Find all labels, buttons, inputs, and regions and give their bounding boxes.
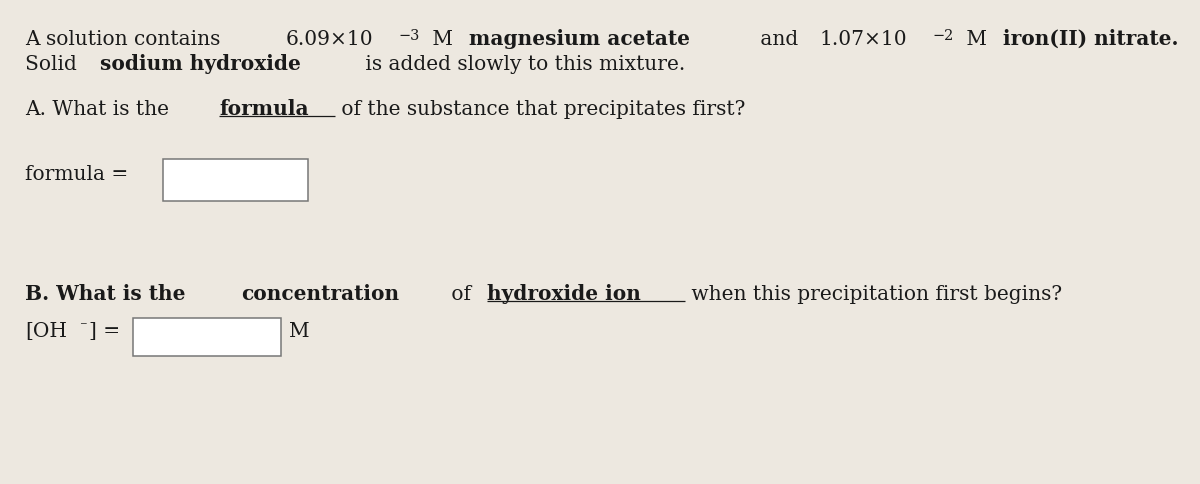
Text: A. What is the: A. What is the xyxy=(25,100,175,119)
Text: A solution contains: A solution contains xyxy=(25,30,227,49)
Text: sodium hydroxide: sodium hydroxide xyxy=(100,54,301,74)
Text: −3: −3 xyxy=(398,29,420,43)
Text: B. What is the: B. What is the xyxy=(25,284,192,303)
Text: M: M xyxy=(960,30,994,49)
Text: ⁻: ⁻ xyxy=(79,320,86,334)
Text: when this precipitation first begins?: when this precipitation first begins? xyxy=(685,285,1063,303)
Text: M: M xyxy=(289,321,310,340)
Text: [OH: [OH xyxy=(25,321,67,340)
Text: concentration: concentration xyxy=(241,284,400,303)
Text: of: of xyxy=(445,285,478,303)
Text: formula: formula xyxy=(220,99,308,119)
Text: 1.07×10: 1.07×10 xyxy=(820,30,907,49)
Text: is added slowly to this mixture.: is added slowly to this mixture. xyxy=(359,55,685,74)
Text: of the substance that precipitates first?: of the substance that precipitates first… xyxy=(335,100,745,119)
Text: magnesium acetate: magnesium acetate xyxy=(469,29,690,49)
Text: iron(II) nitrate.: iron(II) nitrate. xyxy=(1003,29,1178,49)
Text: and: and xyxy=(754,30,805,49)
Bar xyxy=(133,318,281,356)
Text: M: M xyxy=(426,30,460,49)
Text: −2: −2 xyxy=(932,29,954,43)
Text: hydroxide ion: hydroxide ion xyxy=(487,284,641,303)
Bar xyxy=(163,160,308,201)
Text: 6.09×10: 6.09×10 xyxy=(286,30,373,49)
Text: Solid: Solid xyxy=(25,55,83,74)
Text: ] =: ] = xyxy=(89,321,120,340)
Text: formula =: formula = xyxy=(25,165,128,183)
